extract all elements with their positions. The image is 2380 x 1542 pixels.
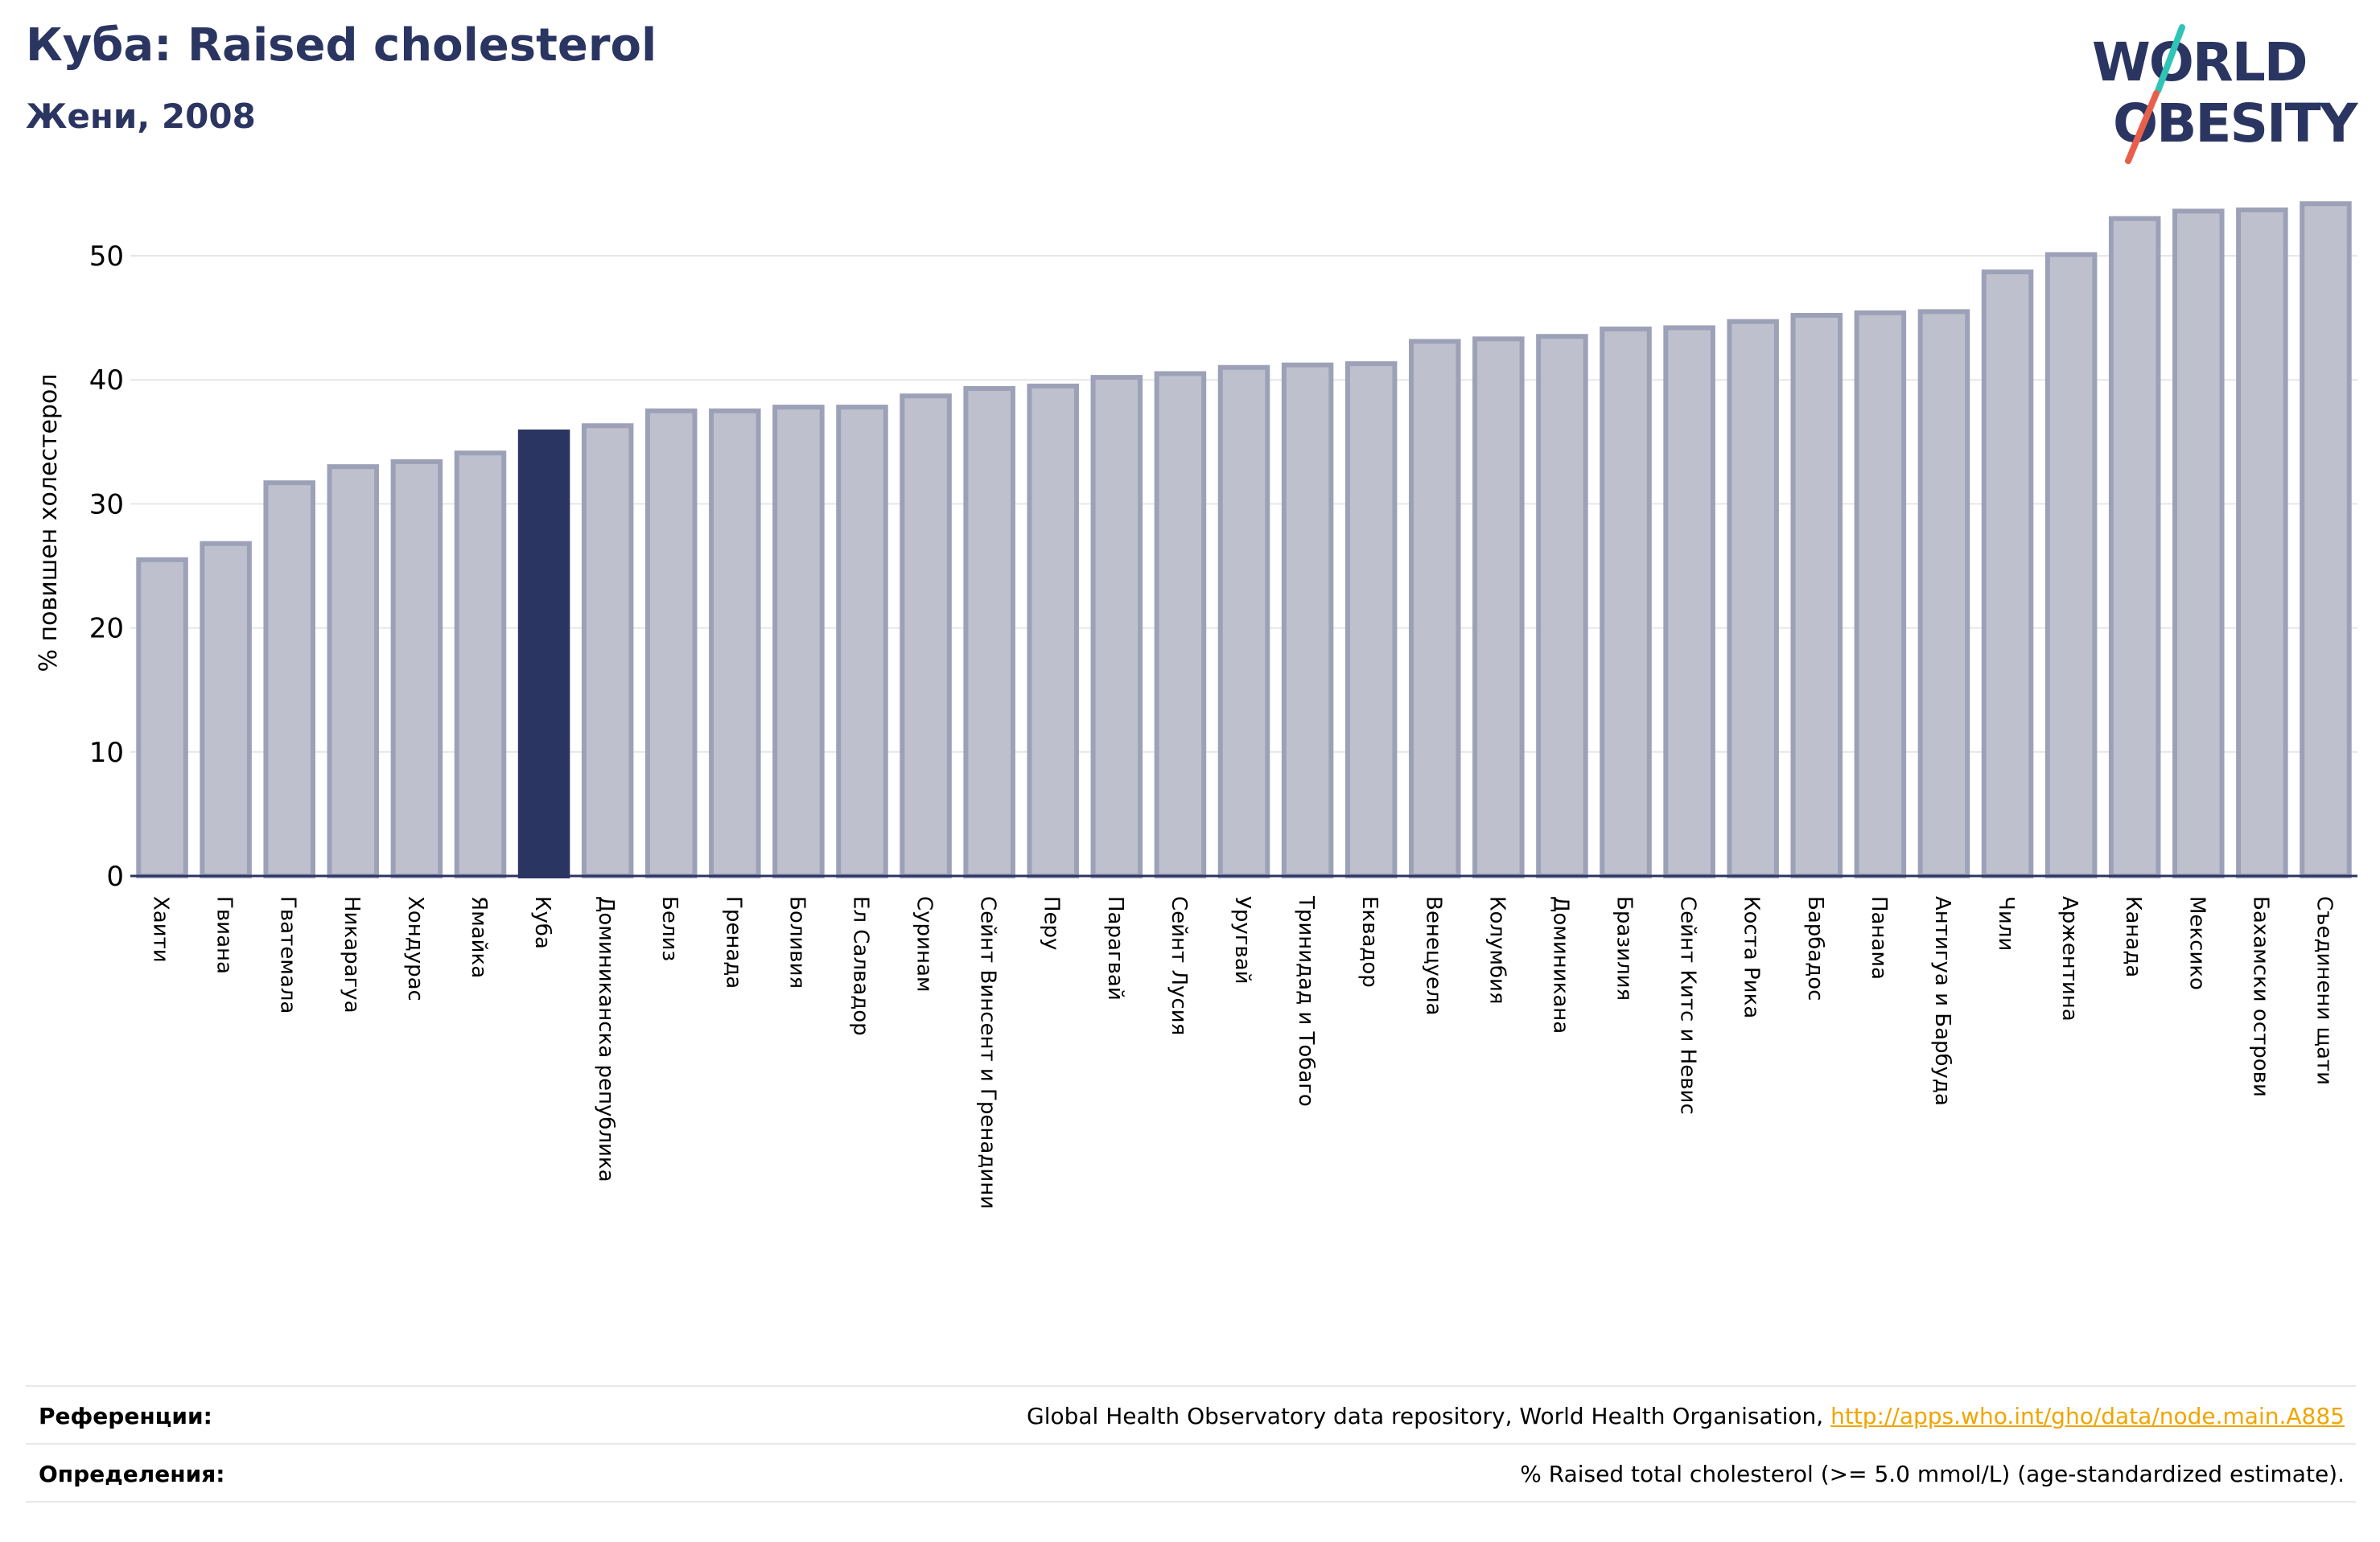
x-tick-label: Уругвай xyxy=(1230,896,1254,985)
bar xyxy=(1536,334,1588,879)
x-tick-label: Хондурас xyxy=(403,896,427,1001)
x-tick-labels: Хаити Гвиана Гватемала Никарагуа Хондурас Яма… xyxy=(149,895,2337,1209)
bar xyxy=(1408,339,1461,878)
definitions-label: Определения: xyxy=(39,1461,225,1487)
bar xyxy=(1027,383,1080,879)
bar xyxy=(1854,310,1907,878)
bar xyxy=(1981,269,2034,878)
bar xyxy=(2044,252,2098,878)
references-row: Референции: Global Health Observatory da… xyxy=(26,1385,2356,1443)
bar-chart: 0 10 20 30 40 50 Хаити Гвиана Гватемала Никарагу… xyxy=(35,201,2357,1209)
definitions-value: % Raised total cholesterol (>= 5.0 mmol/… xyxy=(1520,1461,2345,1487)
x-tick-label: Доминикана xyxy=(1548,896,1572,1034)
x-tick-label: Мексико xyxy=(2184,896,2209,990)
x-tick-label: Антигуа и Барбуда xyxy=(1930,896,1954,1106)
x-tick-label: Панама xyxy=(1867,896,1891,980)
bar xyxy=(709,408,761,878)
x-tick-label: Боливия xyxy=(784,896,809,989)
bar xyxy=(772,405,825,878)
y-tick-label: 40 xyxy=(89,364,124,397)
bar xyxy=(2236,207,2288,879)
x-tick-label: Барбадос xyxy=(1803,896,1827,1001)
y-tick-label: 10 xyxy=(89,737,124,769)
x-tick-label: Парагвай xyxy=(1103,896,1127,1001)
bar-highlighted xyxy=(517,429,570,878)
bar xyxy=(1217,364,1270,878)
bar xyxy=(1663,325,1715,879)
bar xyxy=(1790,313,1843,878)
bar xyxy=(836,405,888,878)
y-tick-label: 20 xyxy=(89,613,124,645)
reference-table: Референции: Global Health Observatory da… xyxy=(26,1385,2356,1503)
bar xyxy=(1472,336,1525,878)
who-data-link[interactable]: http://apps.who.int/gho/data/node.main.A… xyxy=(1830,1403,2345,1429)
references-text: Global Health Observatory data repositor… xyxy=(1027,1403,1831,1429)
bar xyxy=(1090,375,1143,878)
bar xyxy=(581,423,634,878)
logo-line-world: WORLD xyxy=(2092,31,2307,93)
x-tick-label: Тринидад и Тобаго xyxy=(1294,895,1318,1107)
x-tick-label: Сейнт Винсент и Гренадини xyxy=(976,896,1000,1209)
references-value: Global Health Observatory data repositor… xyxy=(1027,1403,2345,1429)
x-tick-label: Коста Рика xyxy=(1740,896,1764,1018)
x-tick-label: Белиз xyxy=(657,896,681,961)
y-tick-label: 50 xyxy=(89,241,124,273)
x-tick-label: Чили xyxy=(1994,896,2018,951)
y-axis-label: % повишен холестерол xyxy=(35,374,63,672)
y-tick-label: 0 xyxy=(106,861,124,893)
x-tick-label: Ямайка xyxy=(467,896,491,978)
bar xyxy=(2172,208,2225,879)
bar xyxy=(1600,326,1652,878)
bar xyxy=(644,408,698,878)
x-tick-label: Бразилия xyxy=(1612,896,1637,1001)
bar xyxy=(963,385,1015,878)
x-tick-label: Доминиканска република xyxy=(594,896,618,1182)
x-tick-label: Ел Салвадор xyxy=(848,896,872,1036)
x-tick-label: Гвиана xyxy=(212,896,237,974)
x-tick-label: Куба xyxy=(530,896,554,949)
bar xyxy=(136,557,188,878)
world-obesity-logo: WORLD OBESITY xyxy=(2092,24,2361,164)
bar xyxy=(900,393,952,879)
x-tick-label: Никарагуа xyxy=(340,896,364,1014)
bar xyxy=(327,464,380,878)
x-tick-label: Сейнт Лусия xyxy=(1167,896,1191,1035)
bar xyxy=(1281,362,1334,879)
x-tick-label: Бахамски острови xyxy=(2248,896,2272,1097)
x-tick-label: Суринам xyxy=(912,896,937,993)
bar xyxy=(2108,216,2161,878)
y-tick-labels: 0 10 20 30 40 50 xyxy=(89,241,124,893)
bar xyxy=(1917,309,1970,878)
x-tick-label: Перу xyxy=(1040,896,1064,950)
bar xyxy=(200,541,252,879)
bar xyxy=(2300,201,2352,878)
definitions-row: Определения: % Raised total cholesterol … xyxy=(26,1443,2356,1503)
x-tick-label: Аржентина xyxy=(2057,896,2081,1022)
chart-title: Куба: Raised cholesterol xyxy=(26,19,657,72)
bar xyxy=(390,458,443,878)
y-tick-label: 30 xyxy=(89,488,124,520)
x-tick-label: Колумбия xyxy=(1484,896,1509,1005)
bar xyxy=(454,450,507,878)
references-label: Референции: xyxy=(39,1403,212,1429)
logo-slash-teal xyxy=(2155,24,2185,94)
x-tick-label: Сейнт Китс и Невис xyxy=(1676,896,1700,1115)
chart-subtitle: Жени, 2008 xyxy=(26,97,256,136)
bars xyxy=(136,201,2352,879)
bar xyxy=(1727,319,1779,878)
logo-slash-red xyxy=(2125,90,2160,164)
x-tick-label: Еквадор xyxy=(1357,896,1381,988)
x-tick-label: Канада xyxy=(2121,896,2145,977)
x-tick-label: Венецуела xyxy=(1421,896,1445,1015)
x-tick-label: Съединени щати xyxy=(2312,896,2336,1085)
bar xyxy=(1344,361,1398,878)
bar xyxy=(263,480,315,878)
x-tick-label: Гватемала xyxy=(276,896,300,1014)
x-tick-label: Гренада xyxy=(721,896,745,989)
x-tick-label: Хаити xyxy=(149,896,173,963)
bar xyxy=(1154,371,1207,878)
